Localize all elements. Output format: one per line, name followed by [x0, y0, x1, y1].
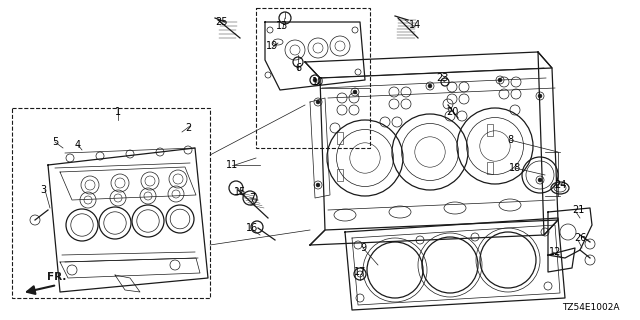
Circle shape [316, 100, 320, 104]
Text: 18: 18 [509, 163, 521, 173]
Text: 20: 20 [446, 107, 458, 117]
Text: 14: 14 [409, 20, 421, 30]
Circle shape [353, 90, 357, 94]
Text: 23: 23 [436, 73, 448, 83]
Text: 13: 13 [276, 21, 288, 31]
Text: 17: 17 [354, 267, 366, 277]
Text: TZ54E1002A: TZ54E1002A [563, 303, 620, 312]
Text: 12: 12 [549, 247, 561, 257]
Text: 3: 3 [40, 185, 46, 195]
Text: FR.: FR. [47, 272, 67, 282]
Text: 4: 4 [75, 140, 81, 150]
Text: 1: 1 [115, 107, 121, 117]
Text: 5: 5 [52, 137, 58, 147]
Bar [337, 169, 343, 181]
Text: 10: 10 [312, 77, 324, 87]
Text: 21: 21 [572, 205, 584, 215]
Text: 26: 26 [574, 233, 586, 243]
Bar [337, 132, 343, 144]
Text: 8: 8 [507, 135, 513, 145]
Text: 11: 11 [226, 160, 238, 170]
Circle shape [316, 183, 320, 187]
Bar [487, 124, 493, 136]
Text: 25: 25 [216, 17, 228, 27]
Circle shape [313, 78, 317, 82]
Bar [12, 108, 210, 298]
Circle shape [428, 84, 432, 88]
Text: 2: 2 [185, 123, 191, 133]
Circle shape [538, 178, 542, 182]
Text: 6: 6 [295, 63, 301, 73]
Text: 7: 7 [249, 193, 255, 203]
Text: 16: 16 [246, 223, 258, 233]
Text: 24: 24 [554, 180, 566, 190]
Circle shape [498, 78, 502, 82]
Text: 19: 19 [266, 41, 278, 51]
Bar [487, 162, 493, 174]
Text: 15: 15 [234, 187, 246, 197]
Circle shape [538, 94, 542, 98]
Bar [256, 8, 370, 148]
Text: 9: 9 [360, 243, 366, 253]
